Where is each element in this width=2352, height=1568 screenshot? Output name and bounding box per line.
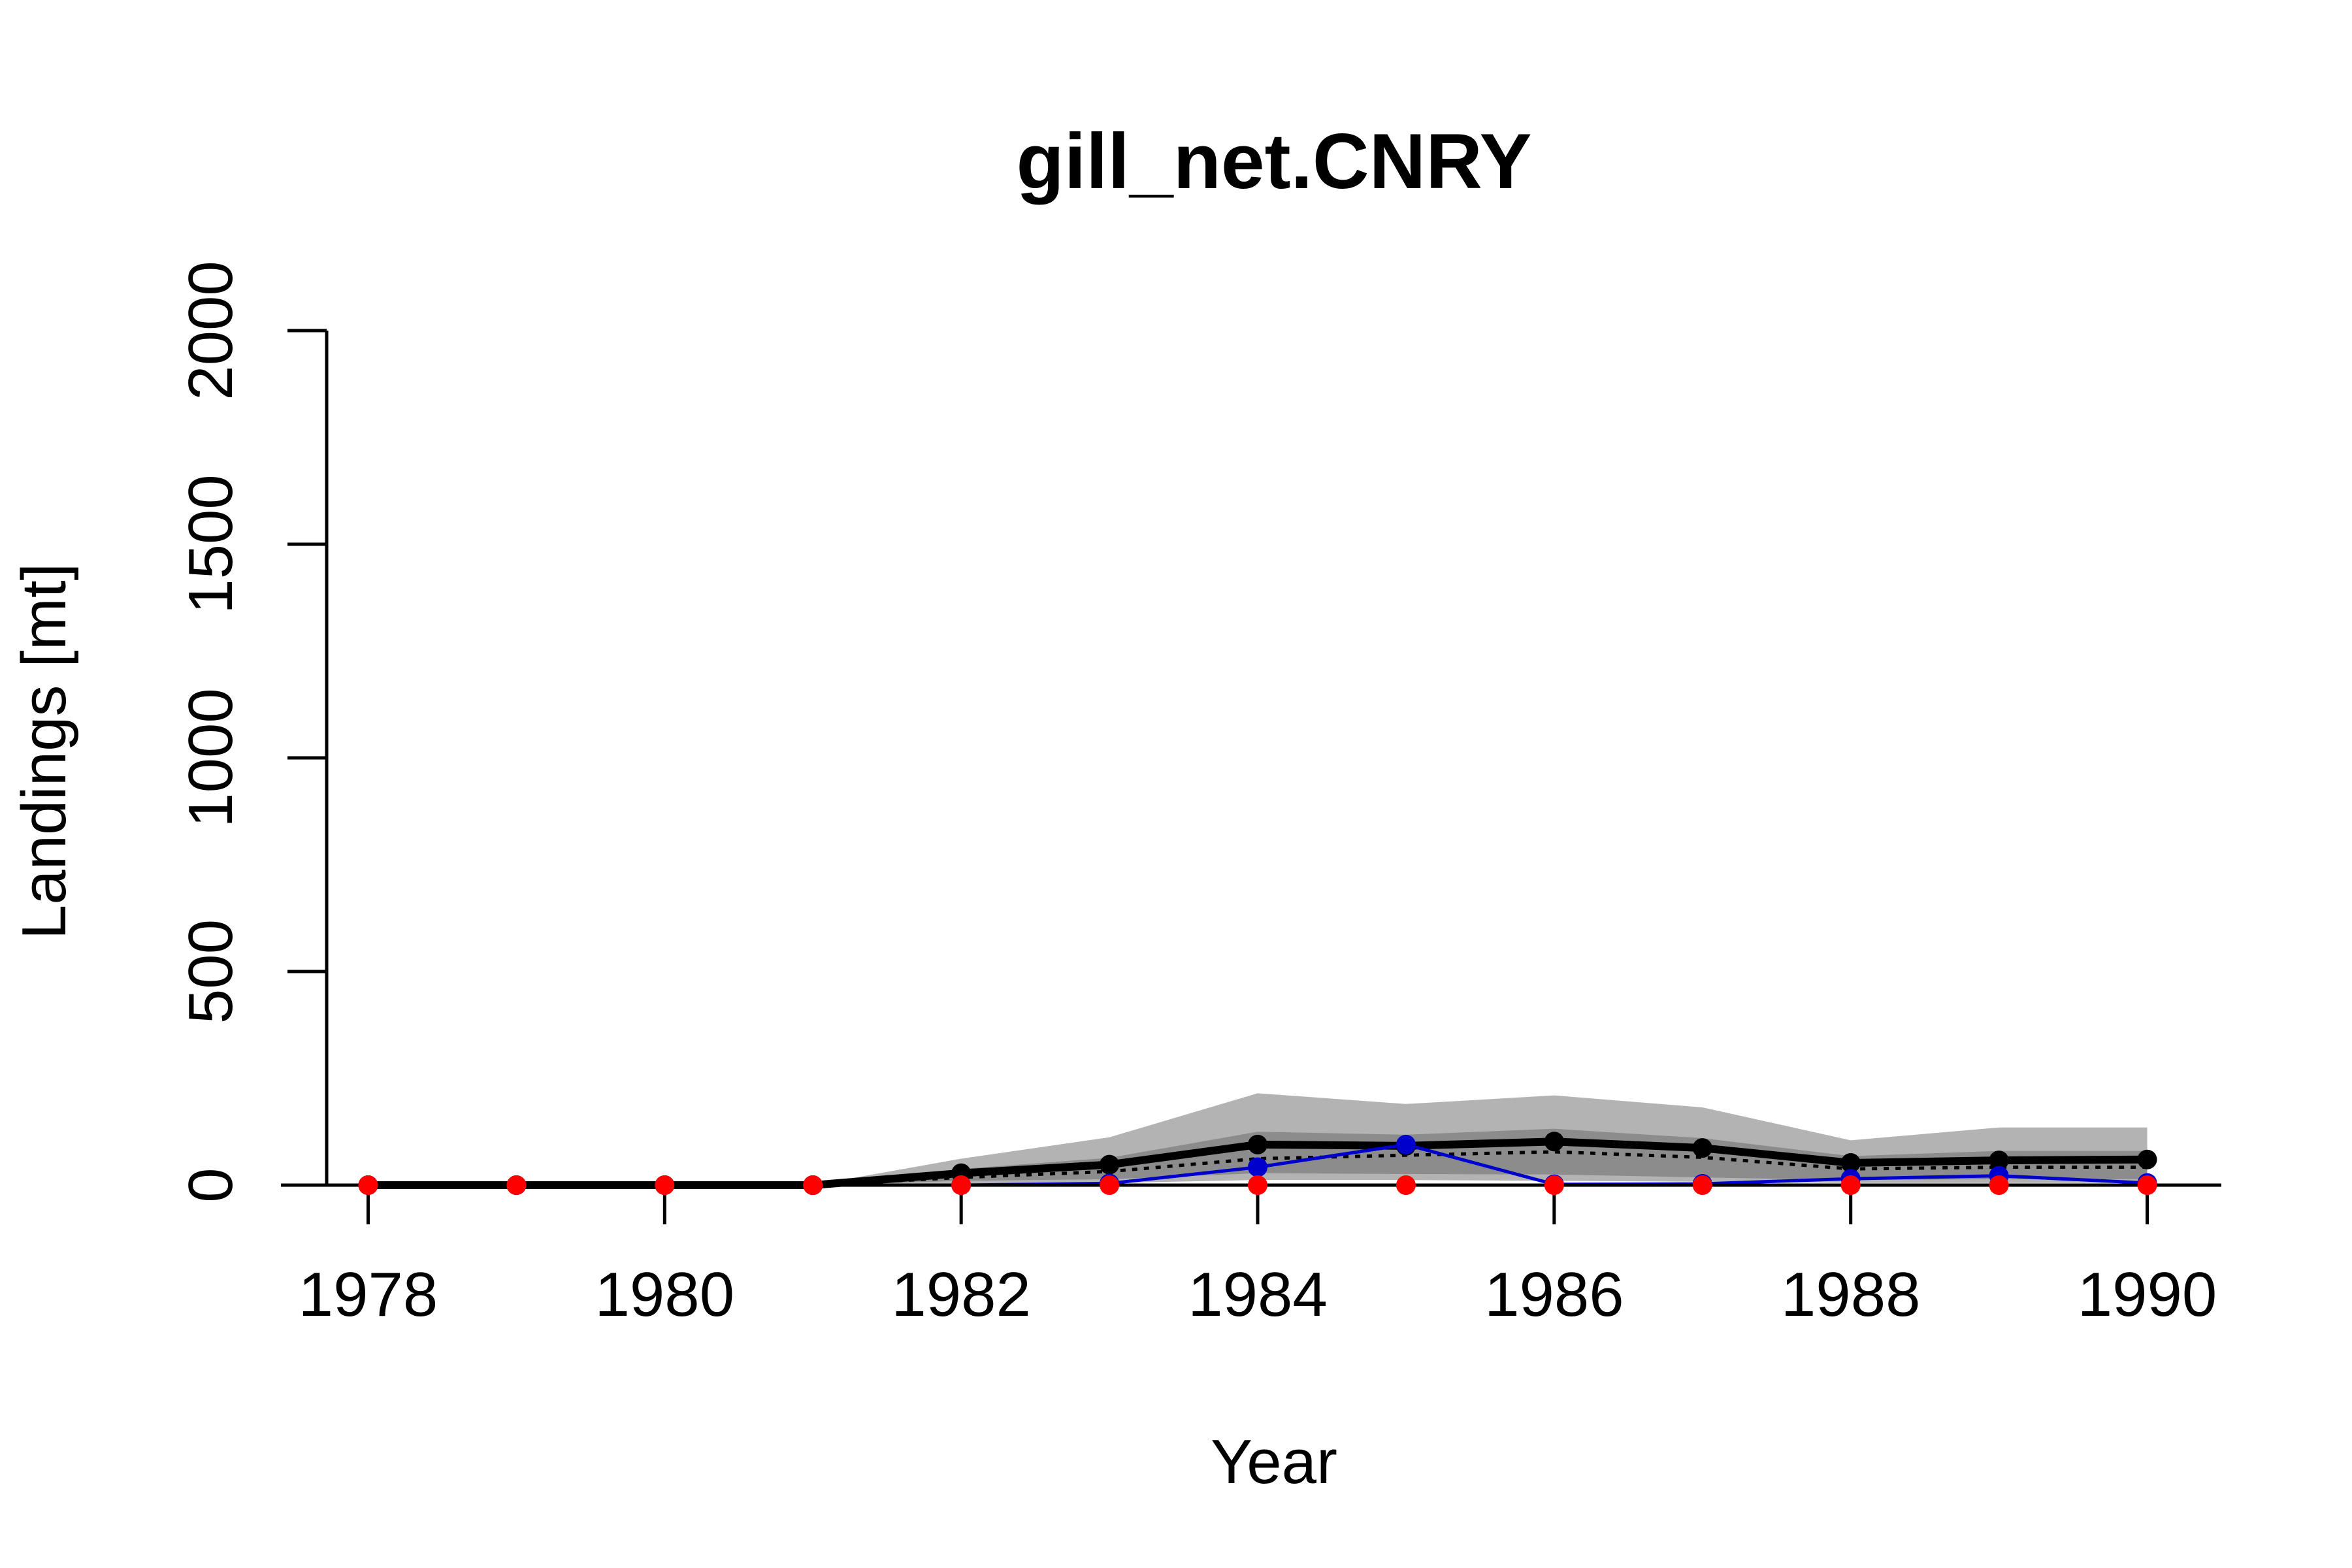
x-tick-label: 1978	[299, 1260, 438, 1330]
reference-point	[1692, 1175, 1712, 1195]
x-axis-label: Year	[1211, 1427, 1337, 1497]
mean-point	[1544, 1132, 1564, 1152]
x-tick-label: 1986	[1484, 1260, 1624, 1330]
reference-point	[1840, 1175, 1861, 1195]
series-points	[358, 1132, 2157, 1195]
y-tick-label: 0	[176, 1168, 246, 1202]
y-tick-label: 1000	[176, 688, 246, 828]
mean-point	[1100, 1154, 1120, 1175]
x-tick-label: 1982	[891, 1260, 1031, 1330]
reference-point	[1100, 1175, 1120, 1195]
reference-point	[803, 1175, 823, 1195]
observed-point	[1248, 1157, 1267, 1177]
x-tick-label: 1984	[1188, 1260, 1328, 1330]
reference-point	[1248, 1175, 1267, 1195]
reference-point	[358, 1175, 378, 1195]
x-tick-label: 1988	[1781, 1260, 1921, 1330]
y-tick-label: 500	[176, 919, 246, 1024]
y-tick-label: 2000	[176, 261, 246, 400]
axes: 1978 1980 1982 1984 1986 1988 1990 0 500 1000 1500…	[176, 261, 2221, 1330]
reference-point	[1396, 1175, 1416, 1195]
reference-point	[1544, 1175, 1564, 1195]
mean-point	[1692, 1138, 1712, 1158]
mean-point	[1989, 1151, 2009, 1171]
y-axis-label: Landings [mt]	[9, 563, 79, 939]
mean-point	[2137, 1149, 2157, 1169]
observed-point	[1396, 1134, 1416, 1154]
mean-point	[1840, 1152, 1861, 1173]
reference-point	[1989, 1175, 2009, 1195]
reference-point	[2137, 1175, 2157, 1195]
reference-point	[951, 1175, 972, 1195]
mean-point	[1248, 1134, 1267, 1154]
x-tick-label: 1980	[595, 1260, 735, 1330]
y-tick-label: 1500	[176, 474, 246, 614]
reference-point	[655, 1175, 675, 1195]
x-tick-label: 1990	[2078, 1260, 2217, 1330]
chart-title: gill_net.CNRY	[1017, 118, 1532, 205]
reference-point	[506, 1175, 527, 1195]
